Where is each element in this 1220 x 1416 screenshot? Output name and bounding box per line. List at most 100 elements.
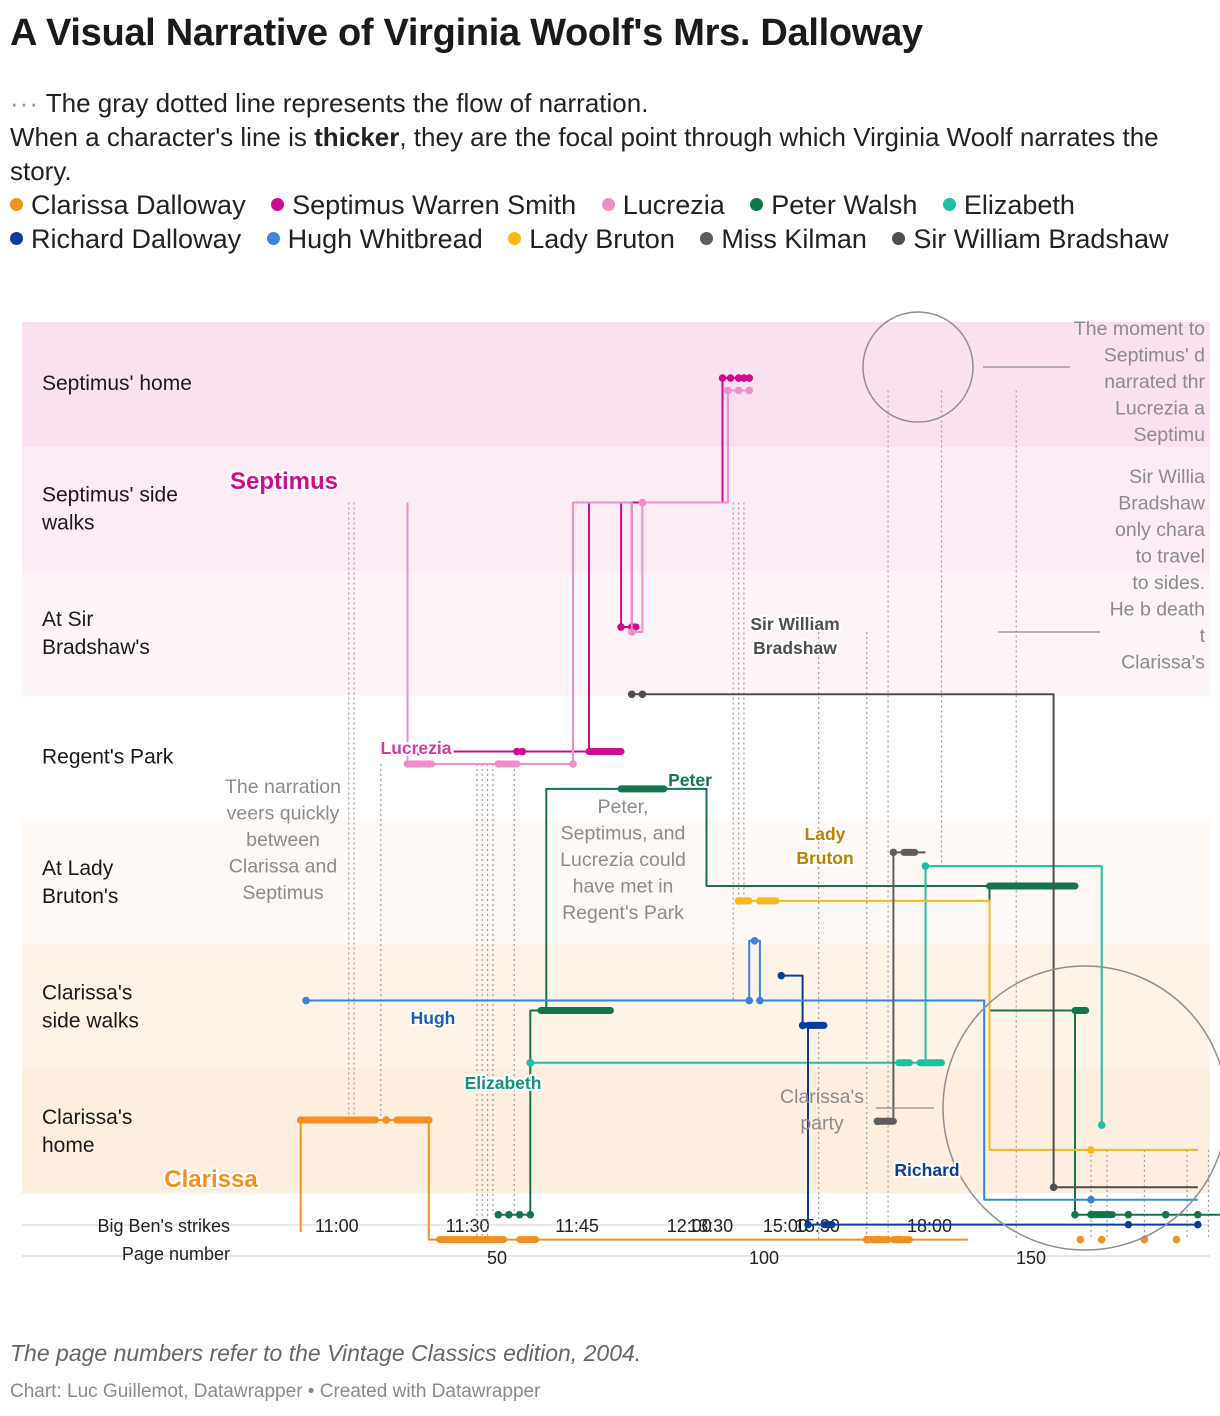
description-line-1: ··· The gray dotted line represents the … xyxy=(10,86,1210,120)
line-label-richard: Richard xyxy=(894,1160,959,1180)
narration-point-bruton xyxy=(734,897,743,905)
legend-item: Richard Dalloway xyxy=(10,224,241,254)
annotation-septimus-death-line: Septimus' d xyxy=(1104,345,1205,367)
narration-point-lucrezia xyxy=(414,760,422,768)
annotation-bradshaw-line: only chara xyxy=(1115,519,1205,541)
narration-point-peter xyxy=(526,1210,535,1219)
legend-item: Elizabeth xyxy=(942,190,1075,220)
highlight-circle-party xyxy=(942,965,1220,1251)
annotation-bradshaw-line: to travel xyxy=(1136,546,1205,568)
narration-point-lucrezia xyxy=(638,498,647,507)
narration-point-richard xyxy=(1194,1220,1202,1229)
narration-point-bradshaw xyxy=(627,690,636,699)
narrative-chart: Septimus' home Septimus' side walks At Sir B… xyxy=(22,311,1220,1268)
location-label-line: walks xyxy=(41,512,95,535)
narration-point-lucrezia xyxy=(745,386,754,395)
legend-label: Lady Bruton xyxy=(529,224,675,254)
legend-label: Sir William Bradshaw xyxy=(913,224,1169,254)
legend-dot-icon xyxy=(942,198,956,211)
narration-point-lucrezia xyxy=(403,760,412,768)
narration-point-elizabeth xyxy=(526,1058,535,1067)
series-lucrezia xyxy=(403,386,754,768)
narration-point-septimus xyxy=(734,374,743,382)
annotation-bradshaw-line: He b death xyxy=(1110,599,1205,621)
narration-point-peter xyxy=(515,1210,524,1219)
annotation-septimus-death-line: Septimu xyxy=(1133,424,1205,446)
series-bruton xyxy=(734,897,1198,1154)
series-kilman xyxy=(873,848,926,1126)
narration-point-peter xyxy=(1124,1210,1133,1219)
narration-point-peter xyxy=(494,1210,503,1219)
narration-point-septimus xyxy=(513,747,521,756)
narration-point-richard xyxy=(777,971,786,980)
bigben-tick-label: 11:45 xyxy=(555,1216,599,1236)
legend-item: Clarissa Dalloway xyxy=(10,190,246,220)
series-line-hugh xyxy=(306,939,1198,1201)
location-band xyxy=(22,446,1210,571)
legend-item: Peter Walsh xyxy=(750,190,917,220)
location-label-line: home xyxy=(42,1134,95,1157)
description-text-2b: thicker xyxy=(314,122,400,152)
narration-point-clarissa xyxy=(894,1235,903,1244)
series-line-elizabeth xyxy=(530,865,1103,1125)
page-tick-label: 50 xyxy=(487,1248,507,1268)
annotation-narration-veers-line: Septimus xyxy=(242,882,324,904)
narration-point-clarissa xyxy=(1097,1235,1106,1244)
narration-flow xyxy=(348,390,1210,1240)
narration-point-elizabeth xyxy=(1097,1121,1106,1129)
legend-dot-icon xyxy=(750,198,764,211)
narration-point-septimus xyxy=(617,623,625,631)
location-label-line: Regent's Park xyxy=(42,746,174,769)
series-bradshaw xyxy=(627,690,1198,1192)
description-text-1: The gray dotted line represents the flow… xyxy=(45,88,649,118)
character-lines xyxy=(296,374,1220,1244)
line-label-hugh: Hugh xyxy=(411,1008,456,1028)
footnote: The page numbers refer to the Vintage Cl… xyxy=(10,1340,642,1366)
location-label-line: Clarissa's xyxy=(42,1106,132,1129)
series-line-peter xyxy=(498,787,1220,1216)
bigben-tick-label: 11:00 xyxy=(315,1216,359,1236)
series-elizabeth xyxy=(526,862,1106,1129)
bigben-tick-label: 18:00 xyxy=(907,1216,952,1236)
line-label-elizabeth: Elizabeth xyxy=(465,1073,542,1093)
legend-label: Elizabeth xyxy=(963,190,1075,220)
narration-point-lucrezia xyxy=(734,386,743,395)
bigben-tick-label: 13:30 xyxy=(688,1216,733,1236)
narration-point-hugh xyxy=(1087,1195,1095,1204)
location-band xyxy=(22,571,1210,696)
location-label-line: Clarissa's xyxy=(42,982,132,1005)
annotation-narration-veers-line: veers quickly xyxy=(227,803,340,825)
annotation-septimus-death-line: narrated thr xyxy=(1104,371,1205,393)
legend-dot-icon xyxy=(10,198,23,211)
narration-point-clarissa xyxy=(1076,1235,1085,1244)
annotation-bradshaw: Sir Willia Bradshaw only chara to travel to … xyxy=(1110,466,1206,674)
line-label-peter: Peter xyxy=(668,770,712,790)
location-band xyxy=(22,820,1210,945)
narration-point-lucrezia xyxy=(627,628,636,636)
location-label: Septimus' side walks xyxy=(41,484,178,535)
narration-point-clarissa xyxy=(382,1116,390,1124)
location-label: Clarissa's side walks xyxy=(42,982,139,1033)
bigben-axis-label: Big Ben's strikes xyxy=(98,1216,231,1236)
legend-label: Richard Dalloway xyxy=(31,224,242,254)
narration-point-bruton xyxy=(1087,1146,1095,1154)
narration-point-lucrezia xyxy=(569,760,577,768)
narration-point-kilman xyxy=(873,1117,882,1126)
narration-point-bruton xyxy=(756,897,764,905)
location-label: At Lady Bruton's xyxy=(42,857,118,908)
narration-point-hugh xyxy=(750,936,759,945)
location-band xyxy=(22,944,1210,1069)
location-label-line: Septimus' side xyxy=(42,484,178,507)
legend: Clarissa Dalloway Septimus Warren Smith … xyxy=(10,188,1210,256)
narration-point-clarissa xyxy=(873,1235,882,1244)
narration-point-clarissa xyxy=(425,1116,433,1124)
narration-point-septimus xyxy=(726,374,735,382)
location-label-line: Bruton's xyxy=(42,885,118,908)
location-label-line: Septimus' home xyxy=(42,372,192,395)
legend-dot-icon xyxy=(508,232,522,245)
legend-label: Lucrezia xyxy=(622,190,725,220)
narration-point-septimus xyxy=(518,747,527,756)
narration-point-septimus xyxy=(414,747,422,756)
legend-label: Septimus Warren Smith xyxy=(292,190,577,220)
narration-point-hugh xyxy=(756,996,764,1005)
